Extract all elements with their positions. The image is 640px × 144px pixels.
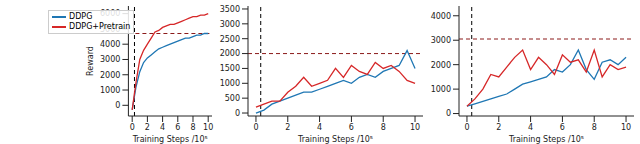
svg-text:0: 0 xyxy=(464,123,469,132)
svg-text:Training Steps /10⁵: Training Steps /10⁵ xyxy=(508,135,584,144)
svg-text:8: 8 xyxy=(592,123,597,132)
svg-text:3000: 3000 xyxy=(431,36,451,45)
svg-text:0: 0 xyxy=(130,123,135,132)
svg-text:6: 6 xyxy=(349,123,354,132)
svg-text:0: 0 xyxy=(235,109,240,118)
svg-text:0: 0 xyxy=(115,101,120,110)
svg-text:1000: 1000 xyxy=(431,85,451,94)
svg-text:3000: 3000 xyxy=(220,20,240,29)
svg-text:2: 2 xyxy=(496,123,501,132)
svg-text:4: 4 xyxy=(160,123,165,132)
svg-text:Reward: Reward xyxy=(86,46,95,76)
svg-text:10: 10 xyxy=(621,123,631,132)
svg-text:8: 8 xyxy=(190,123,195,132)
svg-text:4: 4 xyxy=(317,123,322,132)
svg-text:2000: 2000 xyxy=(431,61,451,70)
svg-text:3500: 3500 xyxy=(220,5,240,14)
svg-text:2: 2 xyxy=(145,123,150,132)
svg-text:6000: 6000 xyxy=(100,9,120,18)
svg-text:1500: 1500 xyxy=(220,64,240,73)
svg-text:0: 0 xyxy=(446,109,451,118)
svg-text:6: 6 xyxy=(175,123,180,132)
svg-text:500: 500 xyxy=(225,94,240,103)
svg-text:4000: 4000 xyxy=(431,12,451,21)
svg-text:2: 2 xyxy=(285,123,290,132)
svg-text:2000: 2000 xyxy=(220,49,240,58)
svg-text:5000: 5000 xyxy=(100,25,120,34)
svg-text:1000: 1000 xyxy=(100,86,120,95)
svg-text:4000: 4000 xyxy=(100,40,120,49)
svg-text:Training Steps /10⁵: Training Steps /10⁵ xyxy=(297,135,373,144)
svg-text:Training Steps /10⁵: Training Steps /10⁵ xyxy=(132,135,208,144)
svg-text:6: 6 xyxy=(560,123,565,132)
svg-text:2000: 2000 xyxy=(100,71,120,80)
svg-text:8: 8 xyxy=(381,123,386,132)
svg-text:0: 0 xyxy=(253,123,258,132)
svg-text:4: 4 xyxy=(528,123,533,132)
svg-text:3000: 3000 xyxy=(100,55,120,64)
svg-text:10: 10 xyxy=(203,123,213,132)
svg-text:10: 10 xyxy=(410,123,420,132)
svg-text:2500: 2500 xyxy=(220,35,240,44)
svg-text:1000: 1000 xyxy=(220,79,240,88)
